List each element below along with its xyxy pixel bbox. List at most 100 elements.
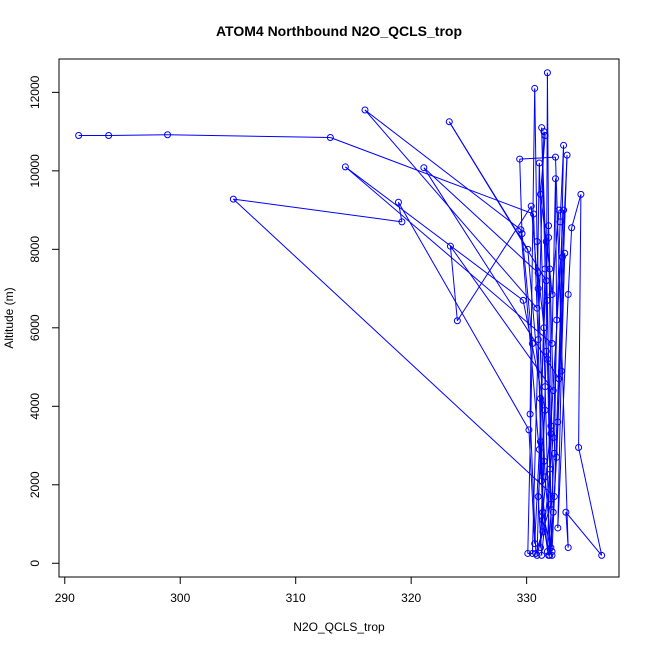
data-point bbox=[536, 394, 544, 402]
data-point bbox=[542, 347, 550, 355]
series-line-segment bbox=[539, 135, 546, 195]
data-point bbox=[420, 164, 428, 172]
series-line-segment bbox=[519, 156, 556, 160]
data-point bbox=[568, 224, 576, 232]
data-point bbox=[555, 206, 563, 214]
data-point bbox=[542, 277, 550, 285]
data-point bbox=[398, 218, 406, 226]
data-point bbox=[548, 551, 556, 559]
series-line-segment bbox=[456, 205, 532, 322]
series-line-segment bbox=[534, 449, 540, 544]
data-point bbox=[394, 198, 402, 206]
data-point bbox=[516, 155, 524, 163]
series-line-segment bbox=[527, 249, 541, 399]
data-point bbox=[533, 304, 541, 312]
data-point bbox=[75, 132, 83, 140]
data-point bbox=[326, 133, 334, 141]
data-point bbox=[517, 226, 525, 234]
data-point bbox=[549, 434, 557, 442]
series-line-segment bbox=[542, 520, 550, 556]
x-tick-label: 320 bbox=[401, 591, 421, 605]
data-point bbox=[446, 242, 454, 250]
data-point bbox=[543, 69, 551, 77]
data-point bbox=[536, 190, 544, 198]
y-tick-label: 4000 bbox=[28, 393, 42, 420]
data-point bbox=[543, 355, 551, 363]
data-point bbox=[524, 549, 532, 557]
data-point bbox=[554, 524, 562, 532]
y-tick-label: 12000 bbox=[28, 75, 42, 109]
series-line-segment bbox=[233, 198, 555, 497]
data-point bbox=[540, 324, 548, 332]
data-point bbox=[530, 210, 538, 218]
series-line-segment bbox=[423, 167, 560, 380]
data-point bbox=[533, 237, 541, 245]
data-point bbox=[541, 406, 549, 414]
data-point bbox=[528, 549, 536, 557]
data-point bbox=[541, 473, 549, 481]
data-point bbox=[538, 477, 546, 485]
series-line-segment bbox=[571, 194, 582, 228]
data-point bbox=[526, 410, 534, 418]
data-point bbox=[557, 367, 565, 375]
series-line-segment bbox=[567, 227, 573, 295]
data-point bbox=[575, 444, 583, 451]
data-point bbox=[548, 547, 556, 555]
data-point bbox=[531, 540, 539, 548]
data-point bbox=[534, 285, 542, 293]
data-point bbox=[341, 163, 349, 171]
series-line-segment bbox=[449, 246, 458, 321]
data-point bbox=[539, 516, 547, 524]
series-line-segment bbox=[534, 88, 538, 242]
series-line-segment bbox=[345, 166, 524, 301]
y-tick-label: 10000 bbox=[28, 154, 42, 188]
x-tick-label: 310 bbox=[286, 591, 306, 605]
series-line-segment bbox=[565, 511, 603, 556]
data-point bbox=[164, 131, 172, 139]
data-point bbox=[536, 544, 544, 552]
series-n2o bbox=[75, 69, 606, 559]
series-line-segment bbox=[545, 72, 548, 352]
series-line-segment bbox=[548, 453, 555, 556]
data-point bbox=[541, 132, 549, 140]
data-point bbox=[545, 551, 553, 559]
series-line-segment bbox=[541, 437, 554, 556]
data-point bbox=[542, 237, 550, 245]
series-line-segment bbox=[519, 159, 523, 234]
y-tick-label: 2000 bbox=[28, 471, 42, 498]
data-point bbox=[564, 544, 572, 552]
series-line-segment bbox=[549, 268, 553, 295]
data-point bbox=[555, 375, 563, 383]
data-point bbox=[519, 296, 527, 304]
series-line-segment bbox=[553, 257, 563, 497]
data-point bbox=[550, 493, 558, 501]
series-line-segment bbox=[533, 213, 539, 340]
data-point bbox=[563, 151, 571, 159]
data-point bbox=[547, 422, 555, 430]
y-tick-label: 0 bbox=[28, 560, 42, 567]
series-line-segment bbox=[521, 233, 533, 344]
data-point bbox=[453, 317, 461, 325]
data-point bbox=[553, 453, 561, 461]
data-point bbox=[551, 175, 559, 183]
data-point bbox=[548, 290, 556, 298]
series-line-segment bbox=[233, 198, 402, 223]
series-line-segment bbox=[167, 134, 331, 138]
series-line-segment bbox=[543, 225, 550, 328]
data-point bbox=[560, 206, 568, 214]
data-point bbox=[546, 265, 554, 273]
data-point bbox=[524, 245, 532, 253]
series-line-segment bbox=[557, 370, 562, 528]
series-line-segment bbox=[545, 280, 552, 434]
data-point bbox=[538, 551, 546, 559]
data-point bbox=[535, 445, 543, 453]
data-point bbox=[534, 336, 542, 344]
data-point bbox=[547, 544, 555, 552]
series-line-segment bbox=[448, 121, 529, 250]
data-point bbox=[361, 106, 369, 114]
data-point bbox=[535, 159, 543, 167]
series-line-segment bbox=[546, 359, 551, 470]
series-line-segment bbox=[364, 109, 522, 231]
data-point bbox=[525, 426, 533, 434]
